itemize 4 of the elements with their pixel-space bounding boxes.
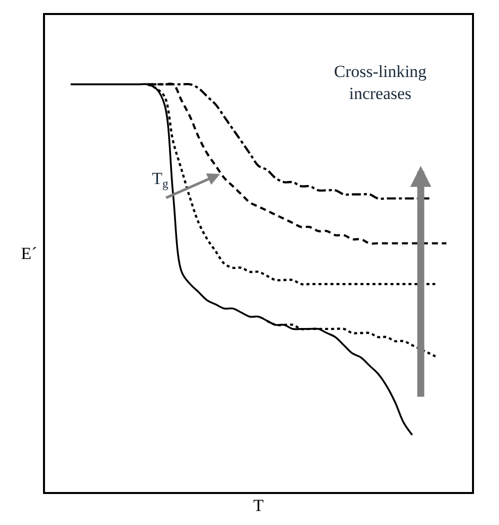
y-axis-title: E´ [21, 244, 38, 263]
annotation: T$_{g}$ [152, 169, 168, 191]
annotation: Cross-linking increases [334, 62, 428, 104]
x-axis-title: T [253, 496, 264, 516]
